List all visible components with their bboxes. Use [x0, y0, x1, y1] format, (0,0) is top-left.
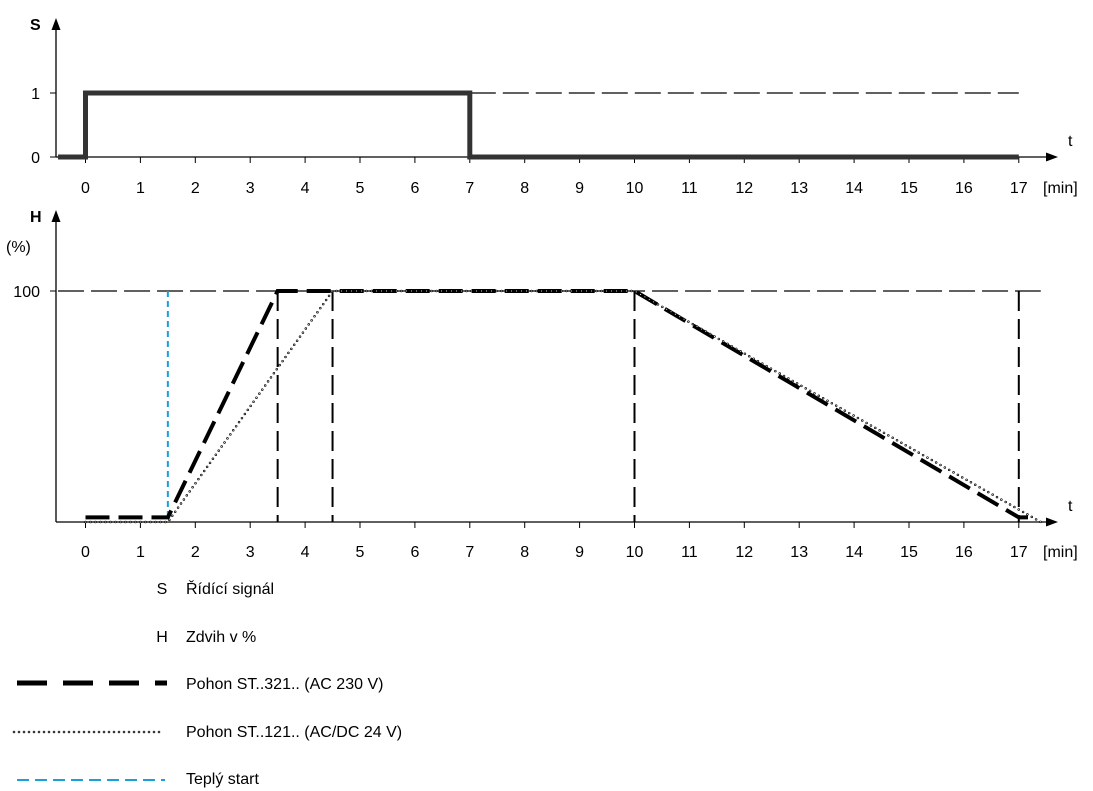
top-x-tick-label: 8: [520, 180, 529, 197]
legend-label: Pohon ST..121.. (AC/DC 24 V): [186, 724, 402, 741]
top-x-tick-label: 7: [465, 180, 474, 197]
bottom-x-tick-label: 4: [301, 544, 310, 561]
bottom-x-tick-label: 9: [575, 544, 584, 561]
top-x-tick-label: 12: [735, 180, 753, 197]
top-x-tick-label: 5: [356, 180, 365, 197]
top-x-tick-label: 9: [575, 180, 584, 197]
top-x-tick-label: 13: [790, 180, 808, 197]
bottom-x-axis-arrow: [1046, 517, 1058, 527]
top-x-tick-label: 17: [1010, 180, 1028, 197]
bottom-x-unit-label: [min]: [1043, 544, 1078, 561]
bottom-x-tick-label: 8: [520, 544, 529, 561]
top-x-tick-label: 11: [681, 180, 698, 197]
bottom-x-tick-label: 16: [955, 544, 973, 561]
bottom-x-tick-label: 10: [626, 544, 644, 561]
top-y-axis-label: S: [30, 17, 41, 34]
bottom-y-unit-label: (%): [6, 239, 31, 256]
signal-series-line: [58, 90, 1019, 160]
legend-label: Pohon ST..321.. (AC 230 V): [186, 676, 383, 693]
bottom-y-axis-arrow: [51, 210, 61, 222]
st121-series-line: [84, 290, 1042, 523]
bottom-x-tick-label: 6: [410, 544, 419, 561]
top-x-tick-label: 4: [301, 180, 310, 197]
top-x-tick-label: 10: [626, 180, 644, 197]
top-x-tick-label: 15: [900, 180, 918, 197]
bottom-x-tick-label: 12: [735, 544, 753, 561]
bottom-x-tick-label: 15: [900, 544, 918, 561]
bottom-x-tick-label: 17: [1010, 544, 1028, 561]
bottom-x-axis-label: t: [1068, 498, 1073, 515]
top-y-tick-label: 1: [31, 86, 40, 103]
top-x-tick-label: 3: [246, 180, 255, 197]
st321-series-line: [85, 289, 1033, 520]
top-y-axis-arrow: [51, 18, 61, 30]
bottom-x-tick-label: 1: [136, 544, 145, 561]
top-x-tick-label: 0: [81, 180, 90, 197]
top-x-unit-label: [min]: [1043, 180, 1078, 197]
legend-symbol-letter: H: [156, 629, 168, 646]
legend-label: Zdvih v %: [186, 629, 256, 646]
top-x-tick-label: 6: [410, 180, 419, 197]
bottom-x-tick-label: 13: [790, 544, 808, 561]
top-x-axis-arrow: [1046, 152, 1058, 162]
bottom-x-tick-label: 2: [191, 544, 200, 561]
top-y-tick-label: 0: [31, 150, 40, 167]
top-x-axis-label: t: [1068, 133, 1073, 150]
bottom-x-tick-label: 14: [845, 544, 863, 561]
top-x-tick-label: 1: [136, 180, 145, 197]
st121-series-halo: [84, 289, 1043, 524]
legend-symbol-letter: S: [157, 581, 168, 598]
bottom-y-axis-label: H: [30, 209, 42, 226]
bottom-x-tick-label: 3: [246, 544, 255, 561]
bottom-x-tick-label: 11: [681, 544, 698, 561]
bottom-x-tick-label: 5: [356, 544, 365, 561]
legend-label: Teplý start: [186, 771, 259, 788]
bottom-y-tick-label: 100: [13, 284, 40, 301]
legend-label: Řídící signál: [186, 579, 274, 598]
top-x-tick-label: 2: [191, 180, 200, 197]
top-x-tick-label: 14: [845, 180, 863, 197]
bottom-x-tick-label: 0: [81, 544, 90, 561]
bottom-x-tick-label: 7: [465, 544, 474, 561]
top-x-tick-label: 16: [955, 180, 973, 197]
